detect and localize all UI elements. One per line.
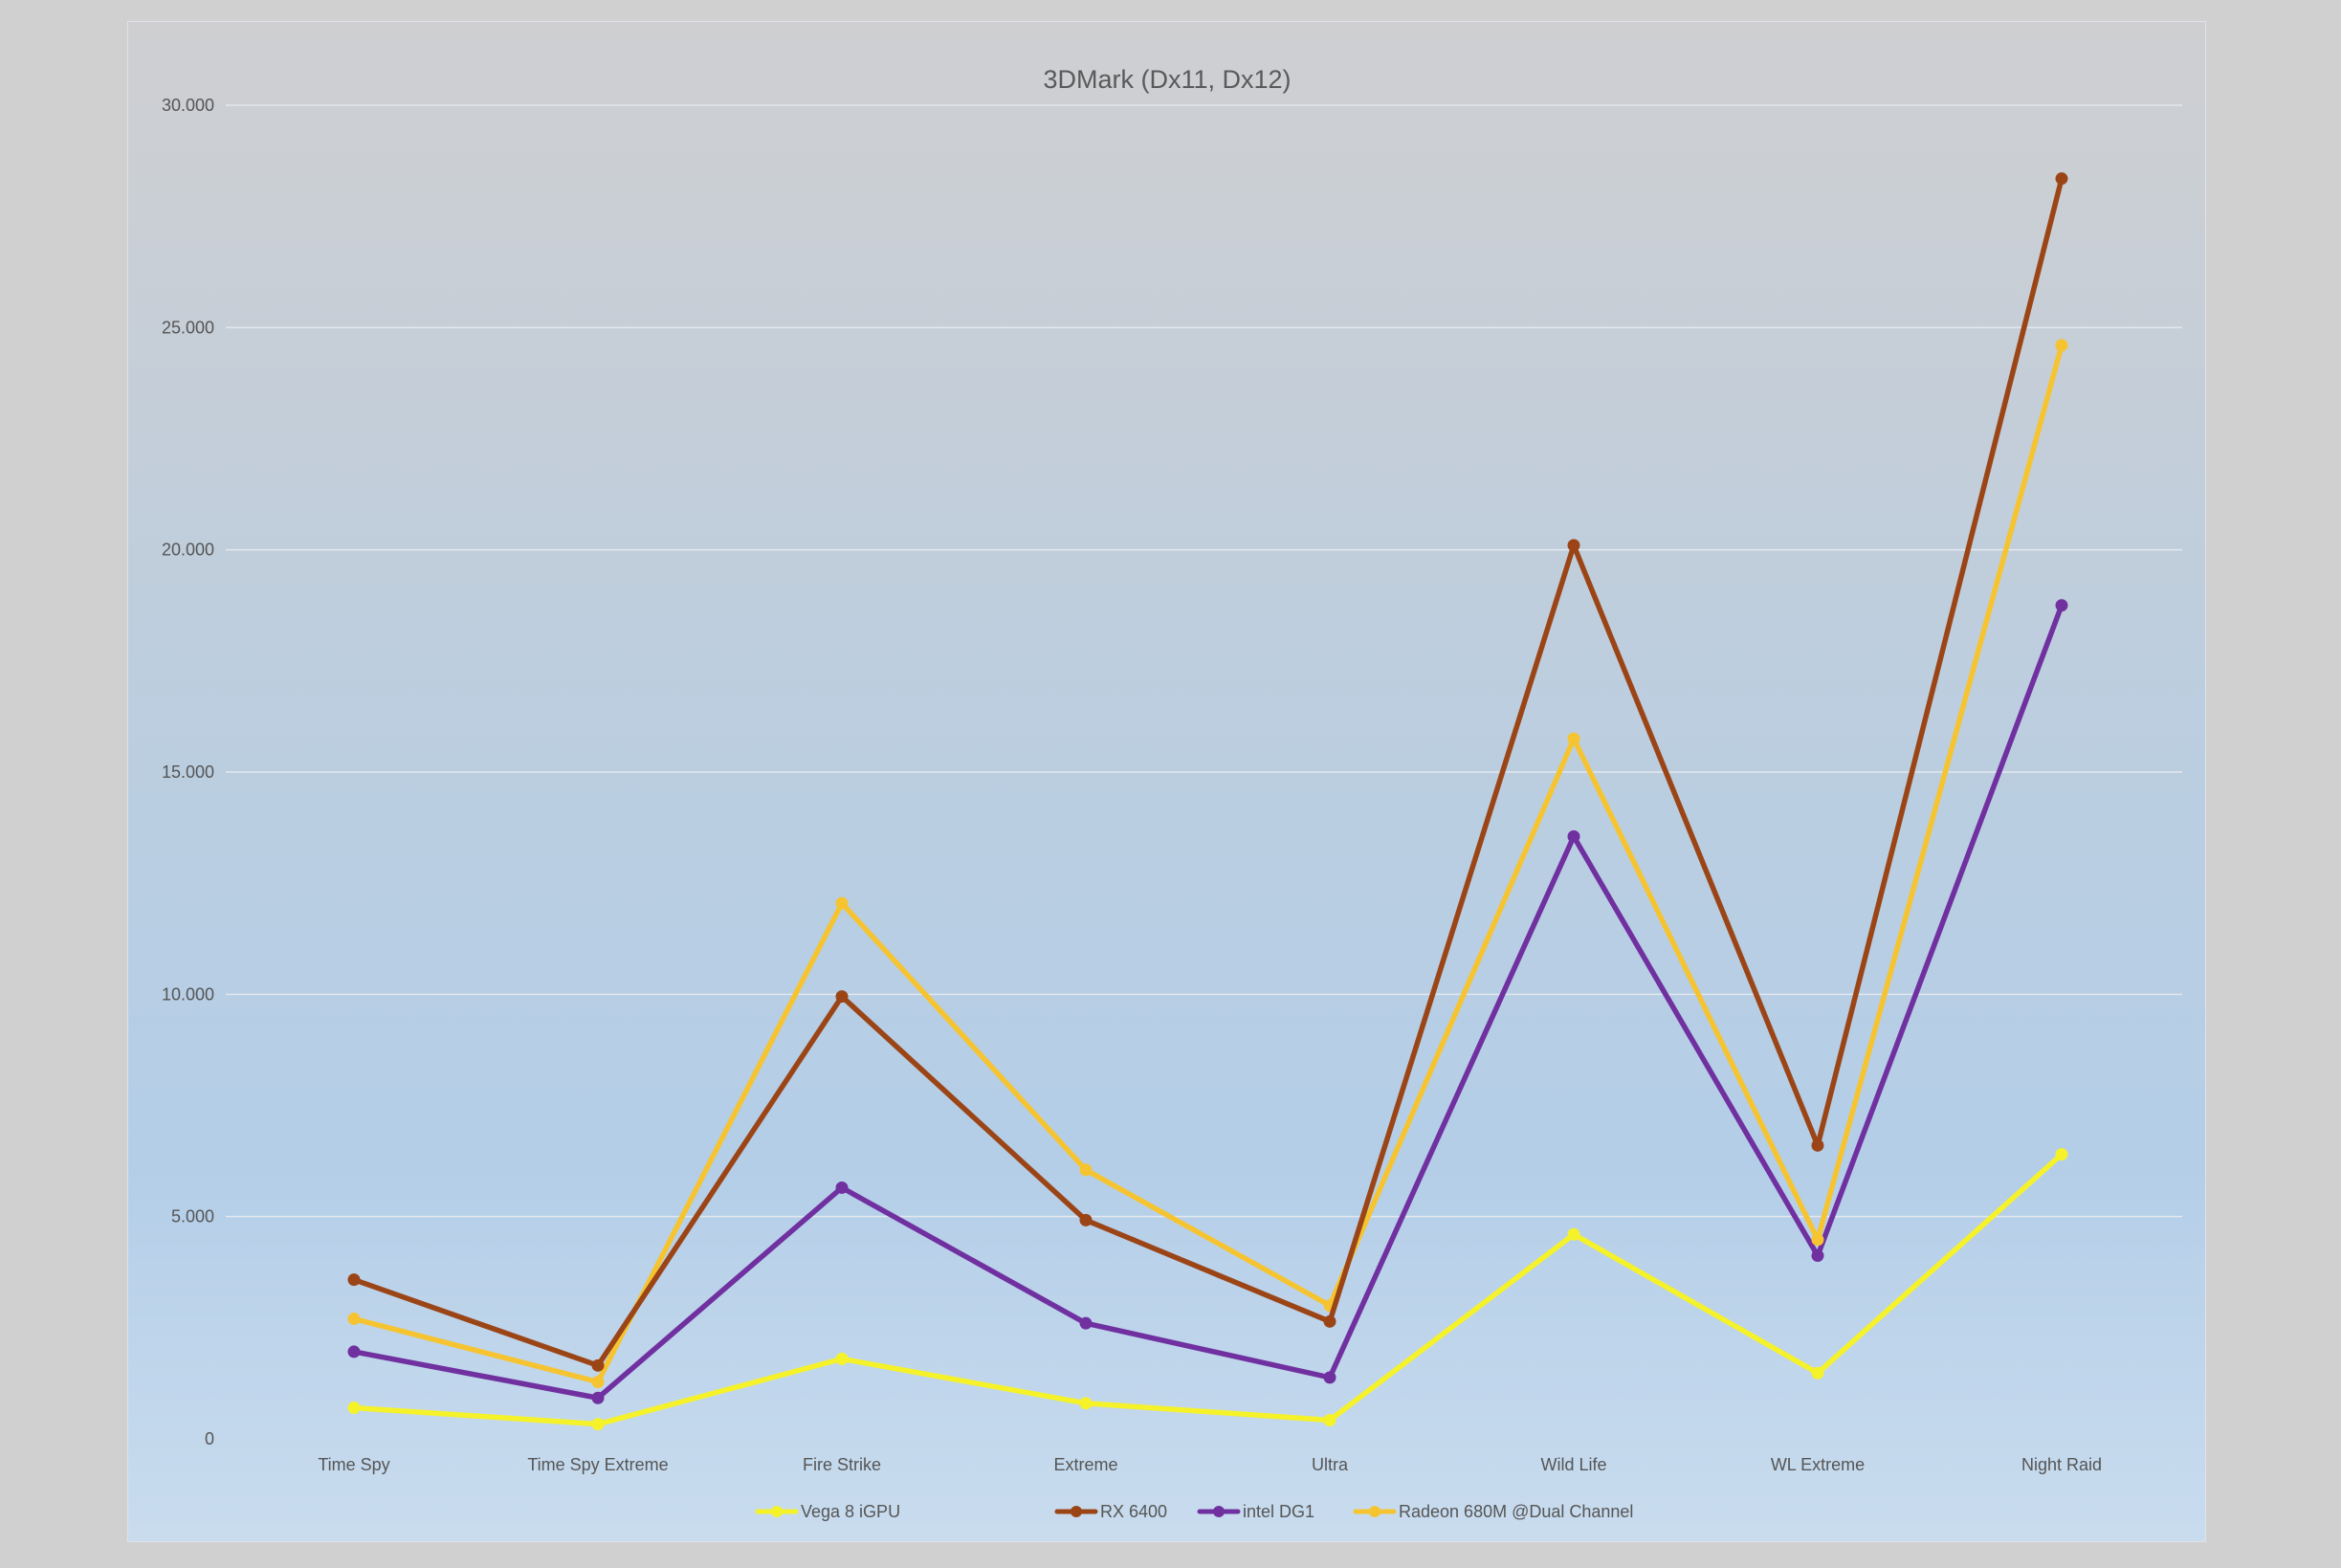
data-point <box>1811 1249 1824 1263</box>
y-axis-ticks: 0 5.000 10.000 15.000 20.000 25.000 30.000 <box>162 96 214 1448</box>
data-point <box>835 896 849 910</box>
y-tick-label: 25.000 <box>162 318 214 337</box>
data-point <box>1567 732 1580 745</box>
legend-entry: intel DG1 <box>1197 1502 1314 1521</box>
legend-entry: Radeon 680M @Dual Channel <box>1353 1502 1633 1521</box>
x-tick-label: Time Spy Extreme <box>527 1455 668 1474</box>
data-point <box>591 1358 605 1372</box>
x-tick-label: Wild Life <box>1540 1455 1606 1474</box>
legend-marker <box>1213 1506 1225 1517</box>
data-point <box>591 1376 605 1389</box>
line-chart: 3DMark (Dx11, Dx12) 0 5.000 10.000 15.000 20… <box>162 65 2182 1521</box>
x-tick-label: WL Extreme <box>1771 1455 1865 1474</box>
data-point <box>1811 1138 1824 1152</box>
chart-title: 3DMark (Dx11, Dx12) <box>1043 65 1291 94</box>
x-tick-label: Time Spy <box>318 1455 389 1474</box>
series-lines <box>347 172 2068 1431</box>
chart-panel: 3DMark (Dx11, Dx12) 0 5.000 10.000 15.000 20… <box>127 21 2206 1542</box>
data-point <box>347 1401 361 1414</box>
data-point <box>1811 1366 1824 1380</box>
series-1 <box>347 172 2068 1372</box>
data-point <box>591 1418 605 1431</box>
x-axis-ticks: Time Spy Time Spy Extreme Fire Strike Extre… <box>318 1455 2102 1474</box>
legend-marker <box>1369 1506 1380 1517</box>
legend-marker <box>771 1506 783 1517</box>
y-tick-label: 15.000 <box>162 762 214 782</box>
y-tick-label: 20.000 <box>162 541 214 560</box>
data-point <box>347 1313 361 1326</box>
data-point <box>2055 172 2068 186</box>
legend-label: intel DG1 <box>1243 1502 1314 1521</box>
x-tick-label: Fire Strike <box>803 1455 881 1474</box>
data-point <box>1567 539 1580 552</box>
data-point <box>835 990 849 1004</box>
y-tick-label: 30.000 <box>162 96 214 115</box>
series-line <box>351 1151 2065 1427</box>
data-point <box>2055 599 2068 612</box>
data-point <box>2055 339 2068 352</box>
data-point <box>1567 1227 1580 1241</box>
legend-label: RX 6400 <box>1100 1502 1167 1521</box>
data-point <box>1323 1371 1336 1384</box>
data-point <box>347 1345 361 1358</box>
data-point <box>835 1181 849 1194</box>
y-tick-label: 10.000 <box>162 984 214 1004</box>
x-tick-label: Ultra <box>1312 1455 1349 1474</box>
series-0 <box>347 1148 2068 1431</box>
data-point <box>835 1352 849 1365</box>
y-tick-label: 0 <box>205 1429 214 1448</box>
x-tick-label: Extreme <box>1053 1455 1117 1474</box>
data-point <box>1323 1413 1336 1426</box>
data-point <box>347 1273 361 1287</box>
data-point <box>1079 1163 1093 1177</box>
legend-label: Vega 8 iGPU <box>801 1502 900 1521</box>
gridlines <box>226 104 2182 1218</box>
legend-entry: RX 6400 <box>1054 1502 1167 1521</box>
data-point <box>1079 1213 1093 1226</box>
data-point <box>2055 1148 2068 1161</box>
series-line <box>351 342 2065 1385</box>
series-line <box>351 603 2065 1402</box>
legend: Vega 8 iGPU RX 6400 intel DG1 Radeon 680M @… <box>755 1502 1633 1521</box>
data-point <box>1811 1233 1824 1247</box>
series-line <box>351 175 2065 1369</box>
series-2 <box>347 599 2068 1404</box>
data-point <box>1079 1397 1093 1410</box>
legend-marker <box>1071 1506 1082 1517</box>
x-tick-label: Night Raid <box>2021 1455 2102 1474</box>
legend-entry: Vega 8 iGPU <box>755 1502 900 1521</box>
data-point <box>1323 1314 1336 1328</box>
legend-label: Radeon 680M @Dual Channel <box>1399 1502 1633 1521</box>
series-3 <box>347 339 2068 1389</box>
data-point <box>1567 829 1580 843</box>
y-tick-label: 5.000 <box>171 1207 214 1226</box>
data-point <box>1079 1316 1093 1330</box>
data-point <box>591 1391 605 1404</box>
